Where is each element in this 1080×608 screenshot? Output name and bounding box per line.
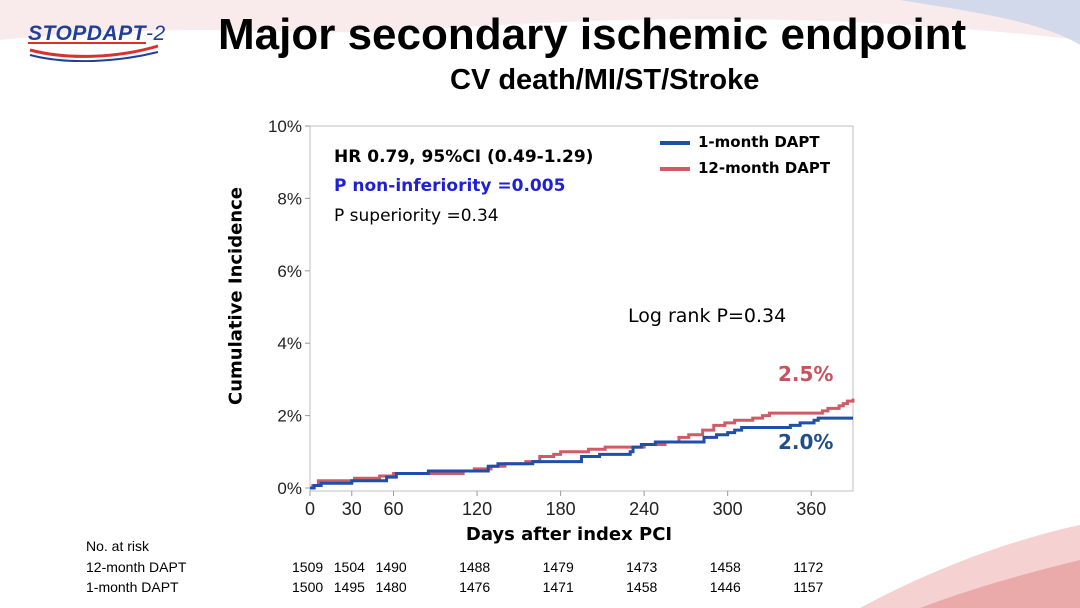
end-label-12month: 2.5% — [778, 362, 834, 386]
legend-label-1month: 1-month DAPT — [698, 133, 820, 151]
y-axis-ticks: 0% 2% 4% 6% 8% 10% — [268, 117, 310, 498]
risk-row-label-1month: 1-month DAPT — [86, 579, 179, 595]
risk-table-cell: 1490 — [375, 559, 407, 575]
x-tick-label: 300 — [713, 499, 743, 519]
risk-table-cell: 1473 — [626, 559, 658, 575]
y-axis-label: Cumulative Incidence — [225, 186, 247, 406]
risk-row-label-12month: 12-month DAPT — [86, 559, 187, 575]
risk-table-header: No. at risk — [86, 538, 150, 554]
logo-text: STOPDAPT-2 — [28, 22, 166, 45]
end-label-1month: 2.0% — [778, 430, 834, 454]
risk-table-cell: 1500 — [292, 579, 324, 595]
stopdapt-logo: STOPDAPT-2 — [28, 22, 188, 62]
x-tick-label: 240 — [629, 499, 659, 519]
legend-label-12month: 12-month DAPT — [698, 159, 831, 177]
x-tick-label: 180 — [546, 499, 576, 519]
x-tick-label: 360 — [796, 499, 826, 519]
hazard-ratio-text: HR 0.79, 95%CI (0.49-1.29) — [334, 147, 594, 167]
risk-table-cell: 1458 — [709, 559, 741, 575]
risk-table-cell: 1446 — [709, 579, 741, 595]
risk-table-cell: 1509 — [292, 559, 324, 575]
y-tick-label: 8% — [277, 189, 302, 208]
y-tick-label: 2% — [277, 407, 302, 426]
x-tick-label: 30 — [342, 499, 362, 519]
series-line-1month — [310, 416, 853, 490]
y-tick-label: 4% — [277, 334, 302, 353]
x-axis-ticks: 0 30 60 120 180 240 300 360 — [305, 491, 826, 519]
p-noninferiority-text: P non-inferiority =0.005 — [334, 176, 566, 196]
risk-table-cell: 1479 — [542, 559, 574, 575]
risk-table-cell: 1458 — [626, 579, 658, 595]
risk-table-cell: 1157 — [793, 579, 824, 595]
x-axis-label: Days after index PCI — [465, 524, 673, 545]
legend-swatch-1month — [660, 141, 690, 145]
y-tick-label: 10% — [268, 117, 302, 136]
p-superiority-text: P superiority =0.34 — [334, 206, 499, 226]
risk-table-cell: 1488 — [459, 559, 491, 575]
series-layer — [310, 398, 855, 490]
page-subtitle: CV death/MI/ST/Stroke — [450, 64, 760, 96]
y-tick-label: 6% — [277, 262, 302, 281]
page-title: Major secondary ischemic endpoint — [218, 10, 967, 59]
x-tick-label: 60 — [384, 499, 404, 519]
risk-table-cell: 1495 — [333, 579, 365, 595]
risk-table-cell: 1480 — [375, 579, 407, 595]
log-rank-text: Log rank P=0.34 — [628, 305, 787, 327]
legend-swatch-12month — [660, 167, 690, 171]
risk-table-cell: 1471 — [542, 579, 574, 595]
plot-frame — [309, 125, 854, 492]
logo-swoosh-icon — [29, 44, 159, 62]
y-tick-label: 0% — [277, 479, 302, 498]
x-tick-label: 0 — [305, 499, 315, 519]
risk-table-cell: 1504 — [333, 559, 365, 575]
series-line-12month — [310, 398, 855, 490]
risk-table-cell: 1476 — [459, 579, 491, 595]
risk-table-cell: 1172 — [793, 559, 824, 575]
x-tick-label: 120 — [462, 499, 492, 519]
